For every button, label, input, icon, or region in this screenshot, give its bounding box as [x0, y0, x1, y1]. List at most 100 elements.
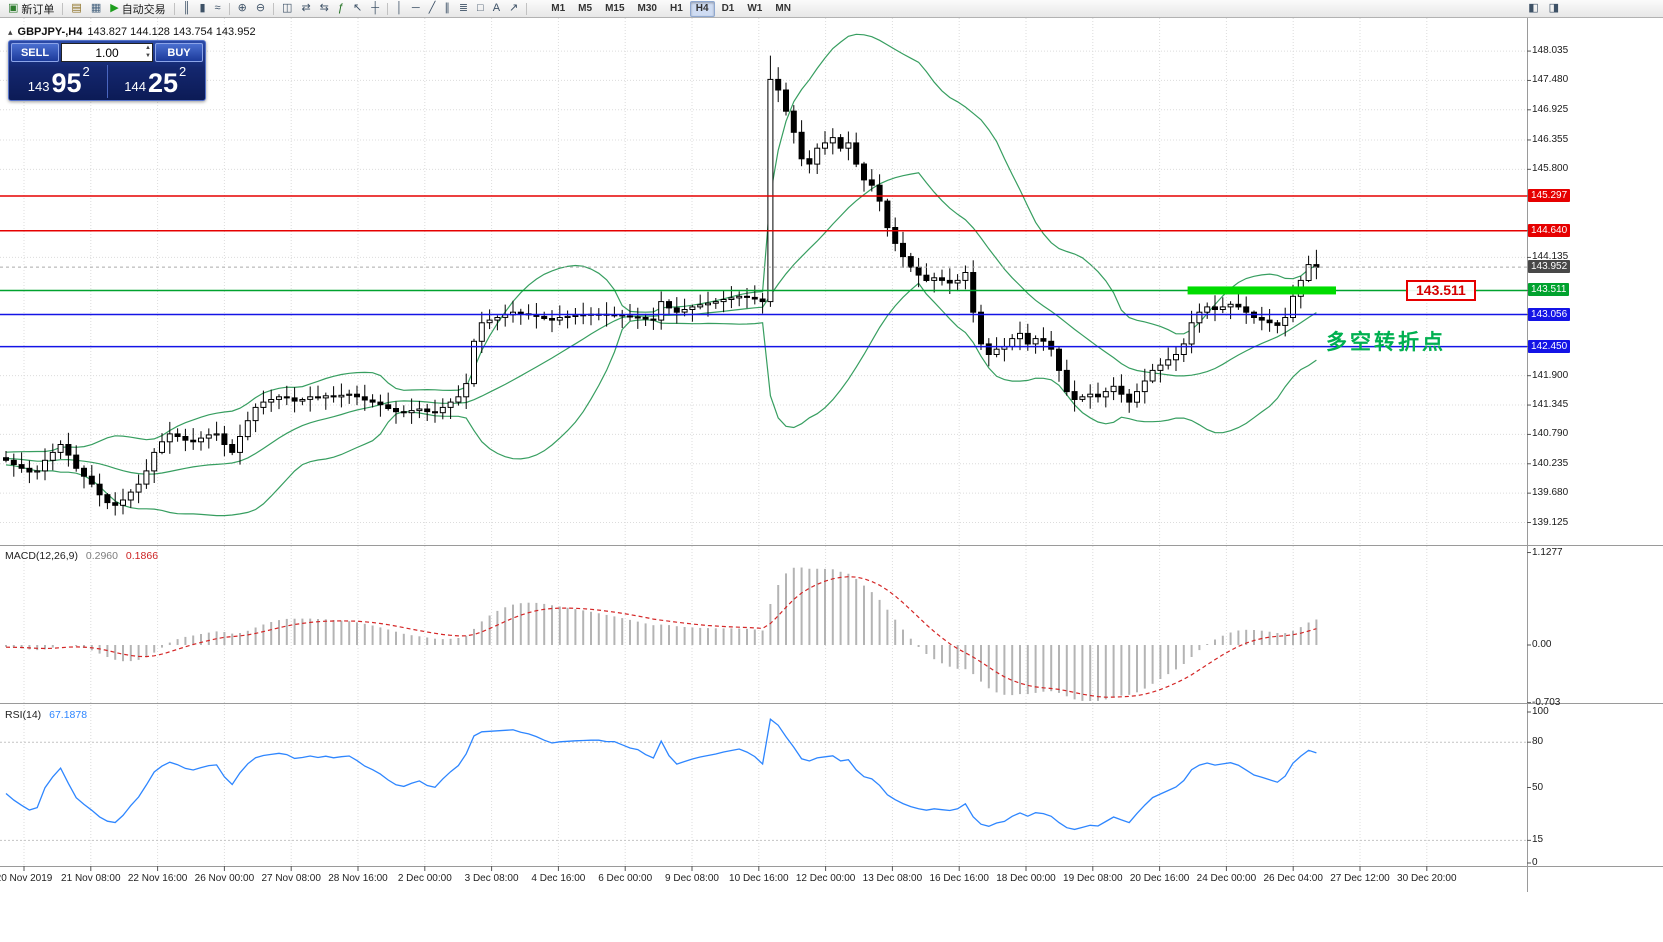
- rsi-layer: [0, 718, 1527, 841]
- horizontal-line-tool-button[interactable]: ─: [408, 1, 424, 17]
- price-level-box-label[interactable]: 143.511: [1406, 280, 1476, 301]
- timeframe-m1-button[interactable]: M1: [551, 2, 566, 14]
- shapes-tool-icon: □: [477, 2, 484, 14]
- turning-point-annotation[interactable]: 多空转折点: [1326, 331, 1446, 354]
- buy-price-big: 25: [147, 68, 178, 98]
- time-label: 27 Dec 12:00: [1330, 873, 1390, 884]
- time-label: 10 Dec 16:00: [729, 873, 789, 884]
- arrows-tool-button[interactable]: ↗: [505, 1, 522, 17]
- vertical-line-tool-button[interactable]: │: [392, 1, 407, 17]
- indicators-button[interactable]: ƒ: [334, 1, 348, 17]
- line-chart-type-button[interactable]: ≈: [211, 1, 225, 17]
- top-toolbar: ▣ 新订单 ▤ ▦ ▶ 自动交易 ║ ▮ ≈ ⊕ ⊖ ◫ ⇄ ⇆ ƒ ↖ ┼ │ ─ ╱ ∥ ≣ □ A ↗ M1 M5 M15 M3…: [0, 0, 1663, 18]
- buy-button[interactable]: BUY: [155, 43, 203, 62]
- volume-spinner[interactable]: ▲ ▼: [145, 45, 151, 60]
- rsi-value: 67.1878: [49, 709, 88, 721]
- arrows-tool-icon: ↗: [509, 2, 519, 14]
- tile-windows-icon: ◫: [282, 2, 293, 14]
- sell-price-big: 95: [51, 68, 82, 98]
- time-label: 22 Nov 16:00: [127, 873, 188, 884]
- zoom-out-button[interactable]: ⊖: [252, 1, 269, 17]
- timeframe-m5-button[interactable]: M5: [578, 2, 593, 14]
- macd-name: MACD(12,26,9): [5, 550, 78, 562]
- timeframe-mn-button[interactable]: MN: [775, 2, 791, 14]
- candlestick-chart-type-button[interactable]: ▮: [195, 1, 209, 17]
- time-label: 4 Dec 16:00: [531, 873, 586, 884]
- macd-tick-label: -0.703: [1532, 696, 1561, 708]
- time-label: 26 Dec 04:00: [1263, 873, 1323, 884]
- price-tick-label: 145.800: [1532, 163, 1569, 175]
- toolbar-buttons: ▣ 新订单 ▤ ▦ ▶ 自动交易 ║ ▮ ≈ ⊕ ⊖ ◫ ⇄ ⇆ ƒ ↖ ┼ │ ─ ╱ ∥ ≣ □ A ↗: [4, 1, 530, 17]
- macd-indicator-label: MACD(12,26,9) 0.2960 0.1866: [5, 550, 158, 562]
- new-order-button-label: 新订单: [21, 3, 55, 16]
- new-order-button[interactable]: ▣ 新订单: [4, 1, 58, 17]
- price-level-tag: 143.056: [1528, 307, 1571, 321]
- one-click-trading-panel: SELL 1.00 ▲ ▼ BUY 143 95 2 144 25 2: [8, 40, 206, 101]
- symbol-ohlc-bar: ▴ GBPJPY-,H4 143.827 144.128 143.754 143…: [8, 26, 256, 38]
- time-axis[interactable]: 20 Nov 2019 21 Nov 08:00 22 Nov 16:00 26 No…: [0, 866, 1663, 942]
- price-tick-label: 140.235: [1532, 457, 1569, 469]
- price-tick-label: 141.900: [1532, 369, 1569, 381]
- oct-collapse-icon[interactable]: ▴: [8, 26, 13, 37]
- volume-input[interactable]: 1.00 ▲ ▼: [61, 43, 153, 62]
- autotrading-button[interactable]: ▶ 自动交易: [106, 1, 169, 17]
- timeframe-d1-button[interactable]: D1: [721, 2, 735, 14]
- price-axis[interactable]: 148.035 147.480 146.925 146.355 145.800 144.1…: [1527, 0, 1663, 892]
- text-tool-icon: A: [492, 2, 501, 14]
- tile-windows-button[interactable]: ◫: [278, 1, 296, 17]
- chart-window-icon: ▦: [90, 2, 102, 14]
- window-expand-icon: ◨: [1548, 2, 1559, 14]
- indicators-icon: ƒ: [337, 2, 344, 14]
- crosshair-tool-button[interactable]: ┼: [367, 1, 383, 17]
- sell-price-sup: 2: [82, 64, 90, 79]
- timeframe-toolbar: M1 M5 M15 M30 H1 H4 D1 W1 MN: [545, 0, 797, 17]
- text-tool-button[interactable]: A: [489, 1, 504, 17]
- fibonacci-tool-button[interactable]: ≣: [455, 1, 472, 17]
- separators-layer: [0, 18, 1663, 892]
- toolbar-separator: [62, 2, 64, 15]
- timeframe-w1-button[interactable]: W1: [747, 2, 763, 14]
- market-watch-button[interactable]: ▤: [67, 1, 85, 17]
- trendline-tool-button[interactable]: ╱: [425, 1, 440, 17]
- timeframe-m30-button[interactable]: M30: [637, 2, 657, 14]
- sell-button[interactable]: SELL: [11, 43, 59, 62]
- price-tick-label: 146.355: [1532, 133, 1569, 145]
- auto-scroll-button[interactable]: ⇄: [297, 1, 314, 17]
- zoom-out-icon: ⊖: [255, 2, 266, 14]
- window-expand-button[interactable]: ◨: [1545, 1, 1563, 17]
- chart-shift-icon: ⇆: [319, 2, 329, 14]
- zoom-in-icon: ⊕: [237, 2, 247, 14]
- buy-price[interactable]: 144 25 2: [108, 63, 204, 100]
- macd-signal-value: 0.1866: [125, 550, 159, 562]
- cursor-tool-button[interactable]: ↖: [349, 1, 366, 17]
- price-tick-label: 144.135: [1532, 251, 1569, 263]
- candlestick-chart-type-icon: ▮: [199, 2, 206, 14]
- chart-window-button[interactable]: ▦: [87, 1, 105, 17]
- bar-chart-type-button[interactable]: ║: [179, 1, 195, 17]
- time-label: 27 Nov 08:00: [261, 873, 321, 884]
- spinner-down-icon[interactable]: ▼: [145, 52, 151, 59]
- buy-price-sup: 2: [179, 64, 187, 79]
- zoom-in-button[interactable]: ⊕: [234, 1, 251, 17]
- timeframe-h1-button[interactable]: H1: [669, 2, 683, 14]
- channel-tool-button[interactable]: ∥: [440, 1, 454, 17]
- time-label: 9 Dec 08:00: [665, 873, 719, 884]
- sell-price[interactable]: 143 95 2: [11, 63, 107, 100]
- chart-shift-button[interactable]: ⇆: [316, 1, 333, 17]
- autotrading-button-label: 自动交易: [121, 3, 166, 16]
- oct-prices-row: 143 95 2 144 25 2: [11, 63, 203, 100]
- macd-tick-label: 1.1277: [1532, 546, 1563, 558]
- spinner-up-icon[interactable]: ▲: [145, 45, 151, 51]
- auto-scroll-icon: ⇄: [301, 2, 311, 14]
- timeframe-h4-button[interactable]: H4: [689, 0, 715, 17]
- line-chart-type-icon: ≈: [214, 2, 221, 14]
- rsi-tick-label: 0: [1532, 857, 1538, 868]
- price-tick-label: 139.680: [1532, 487, 1569, 499]
- oct-controls-row: SELL 1.00 ▲ ▼ BUY: [11, 43, 203, 62]
- price-level-tag: 145.297: [1528, 188, 1571, 202]
- vertical-line-tool-icon: │: [396, 2, 403, 14]
- timeframe-m15-button[interactable]: M15: [605, 2, 625, 14]
- shapes-tool-button[interactable]: □: [473, 1, 488, 17]
- window-dock-button[interactable]: ◧: [1524, 1, 1542, 17]
